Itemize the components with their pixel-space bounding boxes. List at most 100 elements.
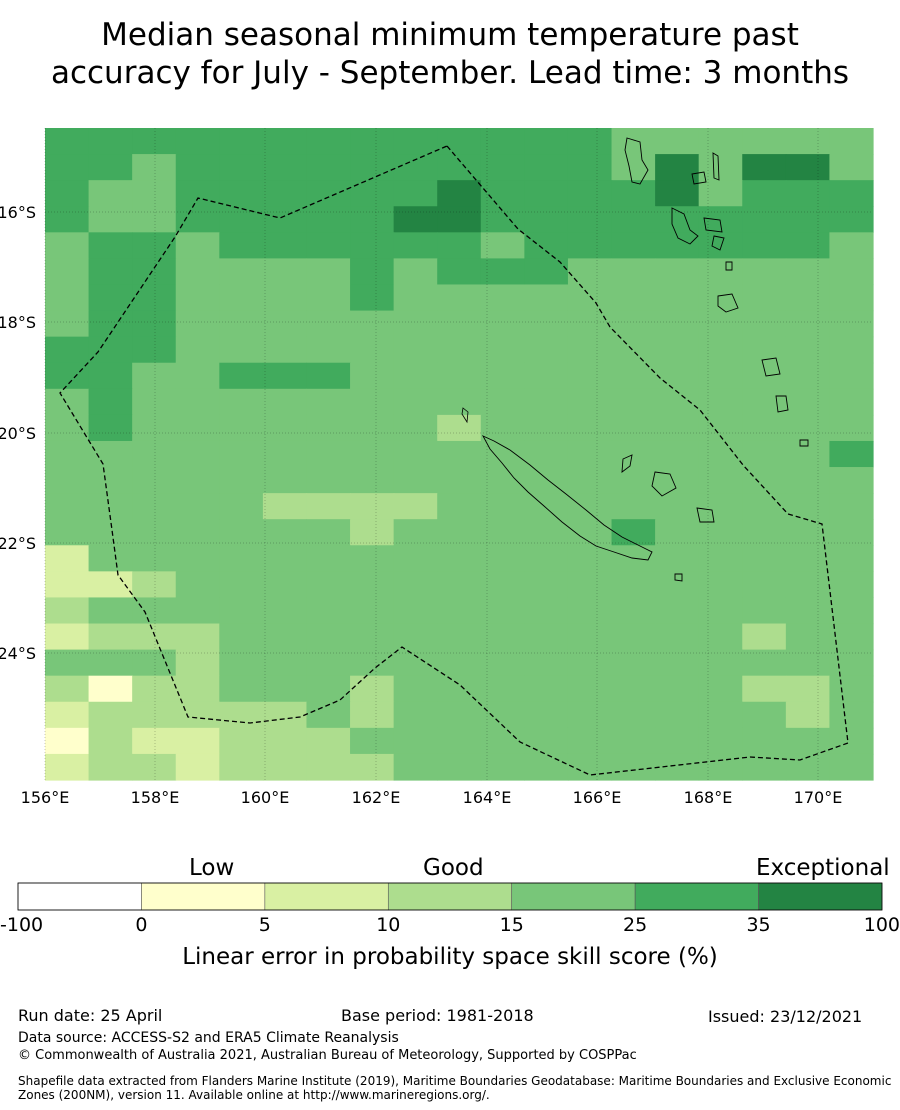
skill-cell [45,310,90,338]
shapefile-credit-line-2: Zones (200NM), version 11. Available onl… [18,1088,490,1102]
skill-cell [611,258,656,286]
skill-cell [350,597,395,625]
loyalty-island-1 [621,454,633,473]
skill-cell [698,310,743,338]
skill-cell [567,467,613,494]
skill-cell [785,623,831,651]
skill-cell [480,362,525,390]
skill-cell [219,675,264,703]
skill-cell [88,440,133,468]
skill-cell [611,362,656,390]
skill-cell [567,493,613,520]
skill-cell [132,258,177,286]
skill-cell [350,649,395,677]
skill-cell [829,362,874,390]
skill-cell [175,675,220,703]
longitude-label: 160°E [241,788,290,807]
islet-4 [799,439,809,447]
skill-cell [480,180,525,207]
skill-cell [655,128,700,155]
skill-cell [567,545,613,572]
skill-cell [132,727,177,755]
skill-cell [698,467,743,494]
skill-cell [829,467,874,494]
skill-cell [567,701,613,729]
skill-cell [132,310,177,338]
skill-cell [219,206,264,233]
skill-cell [742,440,787,468]
skill-cell [88,467,133,494]
graticule [44,128,873,780]
skill-cell [698,180,743,207]
skill-cell [742,180,787,207]
skill-cell [698,623,743,651]
skill-cell [88,232,133,259]
skill-cell [350,493,395,520]
skill-cell [132,388,177,416]
latitude-label: 24°S [0,644,36,663]
skill-cell [480,571,525,599]
skill-cell [785,649,831,677]
skill-grid [45,128,874,781]
skill-cell [829,545,874,572]
skill-cell [655,154,700,181]
skill-cell [132,753,177,781]
skill-cell [524,519,569,546]
skill-cell [567,362,613,390]
skill-cell [829,519,874,546]
skill-cell [437,727,482,755]
skill-cell [742,493,787,520]
skill-cell [567,232,613,259]
skill-cell [655,493,700,520]
colorbar-label-low: Low [189,855,235,881]
skill-cell [611,649,656,677]
skill-cell [350,362,395,390]
skill-cell [88,597,133,625]
skill-cell [829,727,874,755]
skill-cell [742,753,787,781]
skill-cell [175,753,220,781]
skill-cell [742,597,787,625]
skill-cell [45,128,90,155]
skill-cell [698,545,743,572]
skill-cell [393,623,438,651]
skill-cell [655,597,700,625]
skill-cell [567,388,613,416]
skill-cell [45,623,90,651]
skill-cell [742,336,787,364]
skill-cell [393,128,438,155]
skill-cell [611,284,656,312]
base-period: Base period: 1981-2018 [341,1006,534,1025]
islet-3 [775,395,789,413]
skill-cell [350,180,395,207]
skill-cell [437,701,482,729]
skill-cell [437,414,482,442]
skill-cell [524,414,569,442]
skill-cell [393,545,438,572]
skill-cell [785,154,831,181]
skill-cell [306,545,351,572]
skill-cell [611,623,656,651]
skill-cell [132,675,177,703]
colorbar-tick-label: 100 [863,914,900,936]
skill-cell [829,701,874,729]
skill-cell [45,206,90,233]
skill-cell [524,362,569,390]
skill-cell [437,180,482,207]
skill-cell [567,649,613,677]
skill-cell [567,440,613,468]
skill-cell [175,258,220,286]
efate-island [703,217,723,233]
run-date: Run date: 25 April [18,1006,163,1025]
skill-cell [437,753,482,781]
skill-cell [350,440,395,468]
skill-cell [785,727,831,755]
skill-cell [698,519,743,546]
skill-cell [306,701,351,729]
skill-cell [306,440,351,468]
skill-cell [829,675,874,703]
skill-cell [262,414,308,442]
skill-cell [350,310,395,338]
skill-cell [655,467,700,494]
skill-cell [45,388,90,416]
